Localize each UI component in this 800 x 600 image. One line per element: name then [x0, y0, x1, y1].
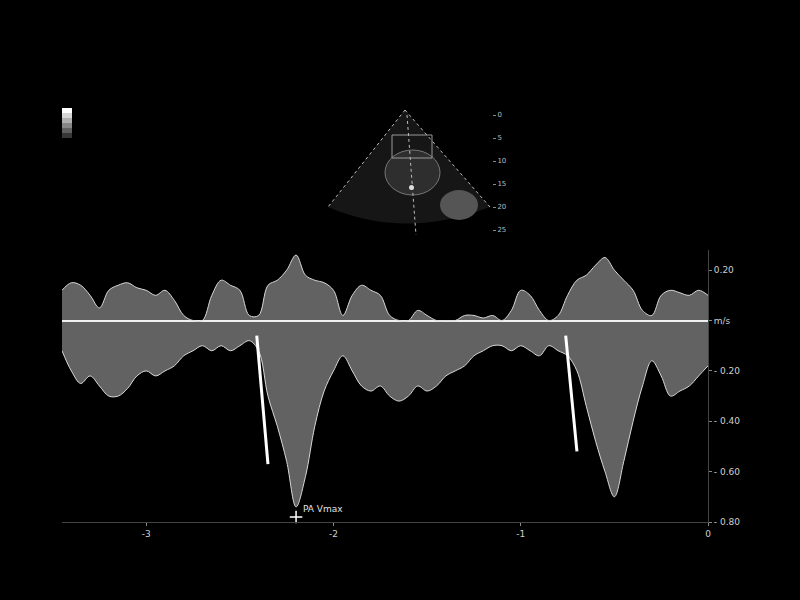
svg-text:0.20: 0.20	[714, 265, 734, 275]
svg-text:-3: -3	[142, 529, 151, 539]
svg-text:-2: -2	[329, 529, 338, 539]
svg-text:- 0.20: - 0.20	[714, 366, 740, 376]
svg-text:10: 10	[497, 157, 506, 165]
svg-text:0: 0	[497, 111, 501, 119]
svg-text:-1: -1	[516, 529, 525, 539]
svg-text:25: 25	[497, 226, 506, 234]
svg-text:m/s: m/s	[714, 316, 731, 326]
svg-text:- 0.60: - 0.60	[714, 467, 740, 477]
svg-text:15: 15	[497, 180, 506, 188]
svg-text:PA Vmax: PA Vmax	[303, 504, 343, 514]
svg-text:5: 5	[497, 134, 501, 142]
svg-text:- 0.40: - 0.40	[714, 416, 740, 426]
svg-text:0: 0	[705, 529, 711, 539]
svg-text:- 0.80: - 0.80	[714, 517, 740, 527]
svg-text:20: 20	[497, 203, 506, 211]
